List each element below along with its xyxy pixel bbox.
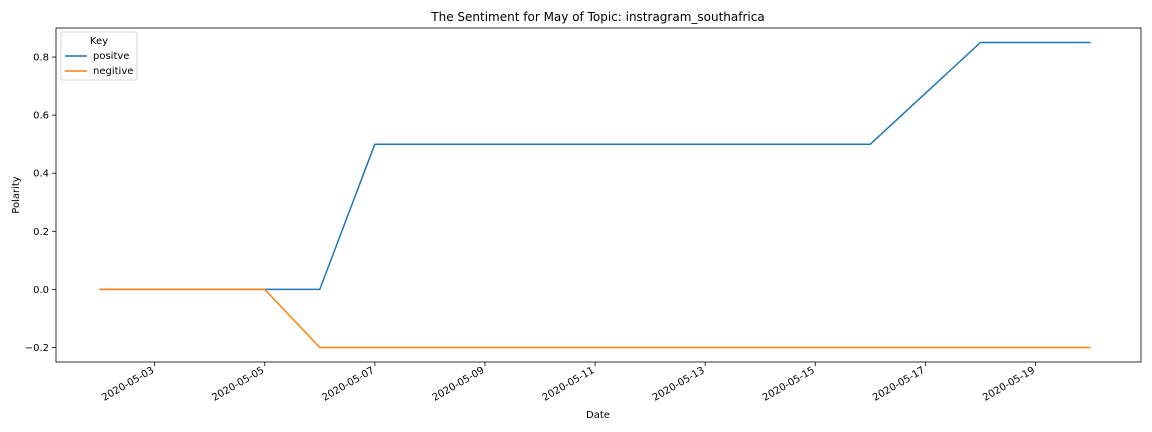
legend: Key positve negitive [60, 31, 138, 81]
x-tick-label: 2020-05-03 [100, 365, 156, 404]
legend-label-negitive: negitive [93, 66, 133, 77]
x-tick-label: 2020-05-07 [321, 365, 377, 404]
y-tick-label: 0.0 [33, 285, 49, 296]
series-line-positve [99, 41, 1091, 291]
y-tick-label: 0.6 [33, 111, 49, 122]
y-axis-title: Polarity [11, 176, 22, 214]
legend-label-positve: positve [93, 51, 129, 62]
y-tick-label: −0.2 [25, 343, 49, 354]
chart-title: The Sentiment for May of Topic: instragr… [430, 10, 764, 24]
x-tick-label: 2020-05-11 [541, 365, 597, 404]
x-axis-title: Date [586, 410, 610, 421]
series-layer [99, 41, 1091, 349]
x-tick-label: 2020-05-17 [871, 365, 927, 404]
x-tick-label: 2020-05-05 [210, 365, 266, 404]
y-axis-ticks: −0.2 0.0 0.2 0.4 0.6 0.8 [25, 53, 56, 354]
x-axis-ticks: 2020-05-03 2020-05-05 2020-05-07 2020-05-09… [100, 362, 1037, 404]
x-tick-label: 2020-05-19 [981, 365, 1037, 404]
y-tick-label: 0.4 [33, 169, 49, 180]
y-tick-label: 0.8 [33, 53, 49, 64]
x-tick-label: 2020-05-13 [651, 365, 707, 404]
legend-title: Key [90, 36, 108, 47]
x-tick-label: 2020-05-15 [761, 365, 817, 404]
x-tick-label: 2020-05-09 [431, 365, 487, 404]
y-tick-label: 0.2 [33, 227, 49, 238]
plot-frame [55, 27, 1142, 363]
legend-box [60, 31, 138, 81]
series-line-negitive [99, 288, 1091, 349]
